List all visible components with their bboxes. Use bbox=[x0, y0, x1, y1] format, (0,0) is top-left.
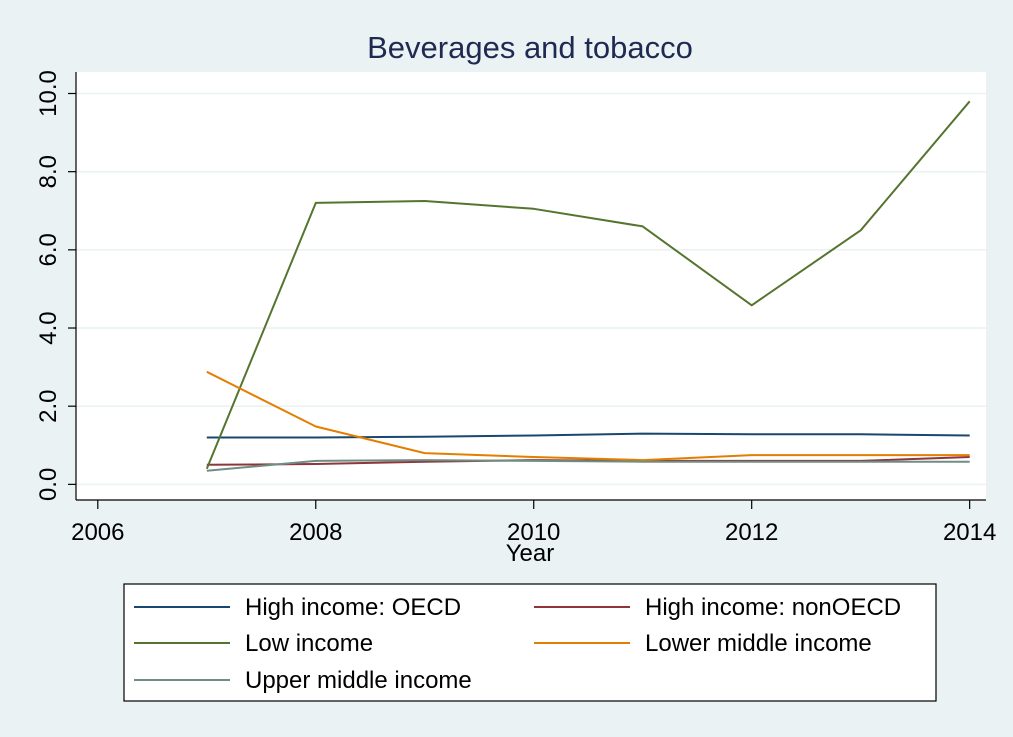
axes bbox=[75, 72, 986, 501]
y-axis-ticks: 0.0 2.0 4.0 6.0 8.0 10.0 bbox=[35, 70, 76, 501]
x-axis-label: Year bbox=[506, 540, 555, 567]
legend-label: Low income bbox=[245, 630, 373, 657]
series-line-0 bbox=[206, 432, 970, 439]
x-tick-label: 2014 bbox=[943, 519, 996, 546]
legend-box bbox=[123, 583, 937, 702]
x-tick-label: 2012 bbox=[725, 519, 778, 546]
x-axis-ticks: 2006 2008 2010 2012 2014 bbox=[71, 500, 996, 546]
legend-label: High income: OECD bbox=[245, 594, 461, 621]
legend-label: Upper middle income bbox=[245, 667, 472, 694]
legend-items: High income: OECD High income: nonOECD Low… bbox=[134, 594, 901, 694]
y-tick-label: 6.0 bbox=[35, 233, 62, 266]
series-line-3 bbox=[206, 370, 970, 462]
series-lines bbox=[205, 100, 971, 472]
x-tick-label: 2008 bbox=[289, 519, 342, 546]
x-tick-label: 2006 bbox=[71, 519, 124, 546]
y-tick-label: 8.0 bbox=[35, 155, 62, 188]
y-tick-label: 4.0 bbox=[35, 311, 62, 344]
y-tick-label: 10.0 bbox=[35, 70, 62, 117]
chart-title: Beverages and tobacco bbox=[367, 30, 693, 65]
series-line-4 bbox=[206, 459, 970, 472]
legend-label: High income: nonOECD bbox=[645, 594, 901, 621]
gridlines bbox=[76, 92, 986, 486]
series-line-2 bbox=[205, 100, 971, 470]
legend-label: Lower middle income bbox=[645, 630, 872, 657]
y-tick-label: 0.0 bbox=[35, 468, 62, 501]
y-tick-label: 2.0 bbox=[35, 390, 62, 423]
x-tick-label: 2010 bbox=[507, 519, 560, 546]
plot-area bbox=[76, 72, 986, 500]
legend: High income: OECD High income: nonOECD Low… bbox=[123, 583, 937, 702]
